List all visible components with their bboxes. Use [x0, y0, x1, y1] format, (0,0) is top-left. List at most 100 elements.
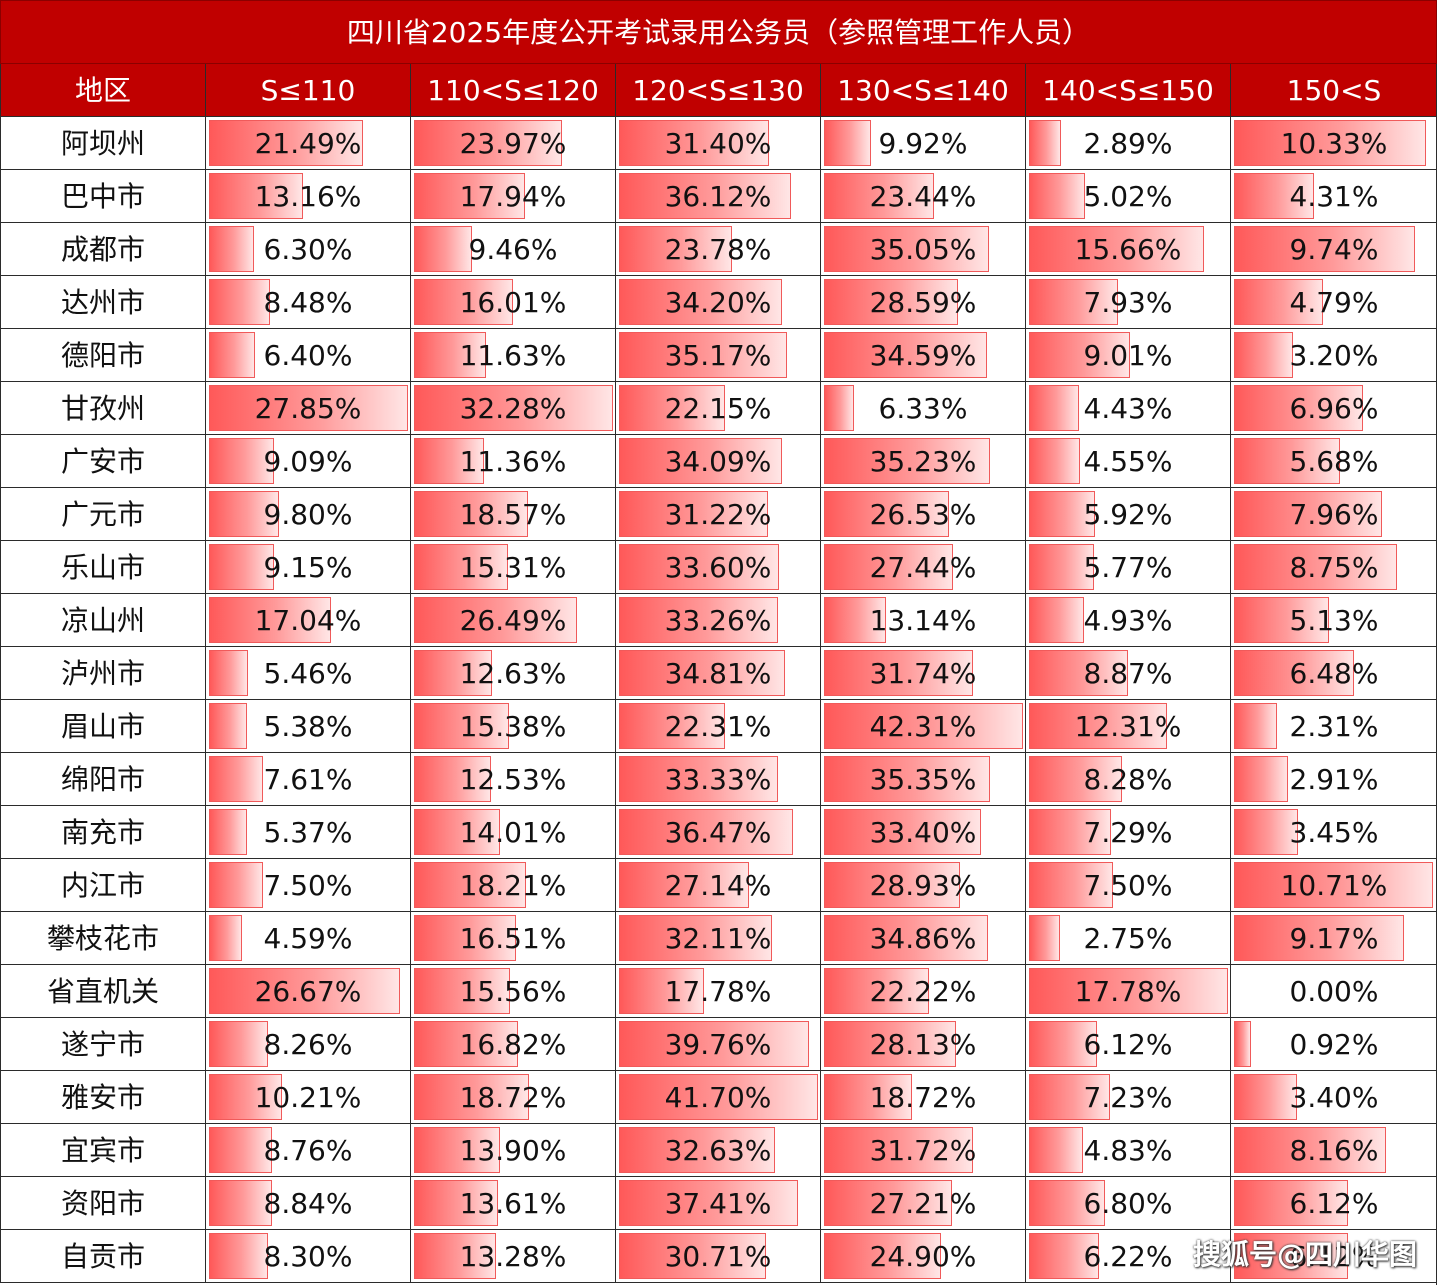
data-bar — [209, 1233, 269, 1279]
value-cell: 16.82% — [410, 1018, 615, 1071]
data-bar — [209, 332, 255, 378]
value-cell: 27.85% — [205, 382, 410, 435]
value-cell: 27.44% — [820, 541, 1025, 594]
data-bar — [1234, 491, 1382, 537]
value-label: 4.59% — [263, 922, 353, 955]
value-label: 31.72% — [869, 1134, 977, 1167]
data-bar — [1234, 915, 1405, 961]
data-bar — [209, 226, 255, 272]
data-bar — [1234, 862, 1433, 908]
value-label: 9.46% — [468, 233, 558, 266]
value-cell: 27.21% — [820, 1177, 1025, 1230]
value-label: 0.92% — [1289, 1028, 1379, 1061]
data-bar — [209, 756, 264, 802]
value-cell: 9.92% — [820, 117, 1025, 170]
data-bar — [1029, 173, 1086, 219]
value-label: 22.31% — [664, 710, 772, 743]
data-bar — [824, 491, 949, 537]
column-header: S≤110 — [205, 64, 410, 117]
value-label: 15.31% — [459, 551, 567, 584]
data-bar — [414, 120, 562, 166]
value-cell: 2.91% — [1230, 753, 1437, 806]
value-label: 18.57% — [459, 498, 567, 531]
region-cell: 巴中市 — [0, 170, 205, 223]
value-cell: 5.37% — [205, 806, 410, 859]
value-label: 6.40% — [263, 339, 353, 372]
data-bar — [1234, 279, 1323, 325]
value-label: 14.01% — [459, 816, 567, 849]
value-label: 2.91% — [1289, 763, 1379, 796]
value-cell: 4.79% — [1230, 276, 1437, 329]
value-label: 4.93% — [1083, 604, 1173, 637]
value-cell: 3.40% — [1230, 1071, 1437, 1124]
value-cell: 9.17% — [1230, 912, 1437, 965]
table-row: 甘孜州 27.85% 32.28% 22.15% 6.33% 4.43% 6.96% — [0, 382, 1437, 435]
value-cell: 5.77% — [1025, 541, 1230, 594]
data-bar — [209, 809, 248, 855]
value-cell: 4.83% — [1025, 1124, 1230, 1177]
value-label: 8.48% — [263, 286, 353, 319]
data-bar — [1234, 809, 1299, 855]
data-bar — [824, 332, 987, 378]
value-label: 15.66% — [1074, 233, 1182, 266]
value-cell: 34.86% — [820, 912, 1025, 965]
region-cell: 绵阳市 — [0, 753, 205, 806]
data-bar — [619, 332, 787, 378]
value-cell: 12.31% — [1025, 700, 1230, 753]
value-label: 2.89% — [1083, 127, 1173, 160]
value-cell: 30.71% — [615, 1230, 820, 1283]
value-label: 35.17% — [664, 339, 772, 372]
value-cell: 7.50% — [1025, 859, 1230, 912]
value-cell: 42.31% — [820, 700, 1025, 753]
region-cell: 雅安市 — [0, 1071, 205, 1124]
data-bar — [209, 385, 408, 431]
value-label: 15.38% — [459, 710, 567, 743]
data-bar — [619, 544, 780, 590]
table-title: 四川省2025年度公开考试录用公务员（参照管理工作人员） — [0, 0, 1437, 64]
value-label: 9.74% — [1289, 233, 1379, 266]
value-cell: 0.00% — [1230, 965, 1437, 1018]
value-cell: 15.38% — [410, 700, 615, 753]
value-label: 3.40% — [1289, 1081, 1379, 1114]
value-label: 8.84% — [263, 1187, 353, 1220]
value-label: 24.90% — [869, 1240, 977, 1273]
table-row: 内江市 7.50% 18.21% 27.14% 28.93% 7.50% 10.71% — [0, 859, 1437, 912]
data-bar — [414, 544, 509, 590]
value-label: 42.31% — [869, 710, 977, 743]
value-label: 5.02% — [1083, 180, 1173, 213]
data-bar — [414, 650, 492, 696]
value-cell: 3.45% — [1230, 806, 1437, 859]
data-bar — [414, 597, 578, 643]
value-label: 32.28% — [459, 392, 567, 425]
table-row: 绵阳市 7.61% 12.53% 33.33% 35.35% 8.28% 2.91% — [0, 753, 1437, 806]
value-label: 13.16% — [254, 180, 362, 213]
data-bar — [209, 173, 304, 219]
value-label: 16.01% — [459, 286, 567, 319]
watermark: 搜狐号@四川华图 — [1192, 1238, 1417, 1271]
region-cell: 宜宾市 — [0, 1124, 205, 1177]
value-label: 17.78% — [1074, 975, 1182, 1008]
data-bar — [1234, 703, 1277, 749]
value-cell: 34.09% — [615, 435, 820, 488]
value-label: 17.94% — [459, 180, 567, 213]
data-bar — [414, 1074, 530, 1120]
value-cell: 6.12% — [1230, 1230, 1437, 1283]
data-bar — [619, 597, 778, 643]
data-bar — [1029, 968, 1228, 1014]
data-bar — [209, 703, 248, 749]
data-bar — [824, 1180, 952, 1226]
value-label: 13.28% — [459, 1240, 567, 1273]
data-bar — [824, 173, 935, 219]
value-label: 5.46% — [263, 657, 353, 690]
value-label: 34.09% — [664, 445, 772, 478]
value-cell: 23.44% — [820, 170, 1025, 223]
data-bar — [1234, 1180, 1348, 1226]
value-label: 35.35% — [869, 763, 977, 796]
data-bar — [209, 1074, 282, 1120]
data-bar — [1029, 385, 1079, 431]
value-label: 11.36% — [459, 445, 567, 478]
value-label: 0.00% — [1289, 975, 1379, 1008]
value-cell: 5.13% — [1230, 594, 1437, 647]
value-cell: 37.41% — [615, 1177, 820, 1230]
value-cell: 35.05% — [820, 223, 1025, 276]
